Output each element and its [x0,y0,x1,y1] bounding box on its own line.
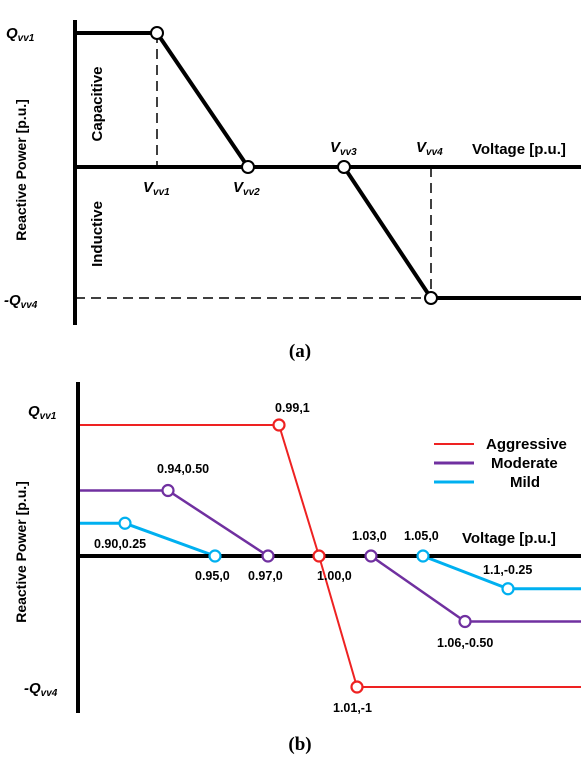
point-annotation-8: 1.1,-0.25 [483,563,532,577]
panel-a-ytick-bottom: -Qvv4 [4,292,38,311]
panel-a-region-capacitive: Capacitive [89,66,106,141]
panel-b-ytick-top: Qvv1 [28,403,57,422]
point-annotation-4: 0.97,0 [248,569,283,583]
data-point-moderate-1 [261,549,275,563]
point-annotation-5: 1.00,0 [317,569,352,583]
point-annotation-1: 0.94,0.50 [157,462,209,476]
data-point-aggressive-1 [312,549,326,563]
panel-a-region-inductive: Inductive [89,201,106,267]
panel-b-caption: (b) [288,734,311,755]
point-annotation-2: 0.90,0.25 [94,537,146,551]
point-annotation-7: 1.05,0 [404,529,439,543]
legend-label-moderate: Moderate [491,455,558,472]
data-point-aggressive-2 [350,680,364,694]
data-point-aggressive-0 [272,418,286,432]
panel-a-point-vvv4 [424,291,438,305]
panel-b-legend: Aggressive Moderate Mild [434,436,567,491]
panel-b: 0.99,1 0.94,0.50 0.90,0.25 0.95,0 0.97,0 1.00… [13,382,581,755]
point-annotation-3: 0.95,0 [195,569,230,583]
panel-b-ytick-bottom: -Qvv4 [24,680,58,699]
panel-a-curve [75,31,581,300]
panel-a-ylabel: Reactive Power [p.u.] [13,99,29,241]
panel-a-point-vvv1 [150,26,164,40]
panel-a-label-vvv3: Vvv3 [330,139,357,158]
point-annotation-10: 1.01,-1 [333,701,372,715]
panel-a-caption: (a) [289,341,311,362]
panel-a-ytick-top: Qvv1 [6,25,35,44]
point-annotation-6: 1.03,0 [352,529,387,543]
panel-b-xlabel: Voltage [p.u.] [462,530,556,547]
panel-a-label-vvv1: Vvv1 [143,179,170,198]
data-point-moderate-3 [458,614,472,629]
panel-a-point-vvv3 [337,160,351,174]
legend-label-aggressive: Aggressive [486,436,567,453]
panel-b-ylabel: Reactive Power [p.u.] [13,481,29,623]
data-point-mild-2 [416,549,430,563]
panel-a-label-vvv4: Vvv4 [416,139,443,158]
panel-a-label-vvv2: Vvv2 [233,179,260,198]
data-point-mild-3 [501,582,515,596]
data-point-moderate-0 [161,483,175,498]
panel-a-xlabel: Voltage [p.u.] [472,141,566,158]
data-point-mild-1 [208,549,222,563]
panel-a-point-vvv2 [241,160,255,174]
data-point-mild-0 [118,516,132,530]
panel-a: Qvv1 -Qvv4 Reactive Power [p.u.] Capacit… [4,20,581,362]
panel-b-marker-group [118,418,515,694]
legend-label-mild: Mild [510,474,540,491]
point-annotation-9: 1.06,-0.50 [437,636,493,650]
point-annotation-0: 0.99,1 [275,401,310,415]
panel-b-annotation-group: 0.99,1 0.94,0.50 0.90,0.25 0.95,0 0.97,0 1.00… [94,401,532,715]
data-point-moderate-2 [364,549,378,563]
